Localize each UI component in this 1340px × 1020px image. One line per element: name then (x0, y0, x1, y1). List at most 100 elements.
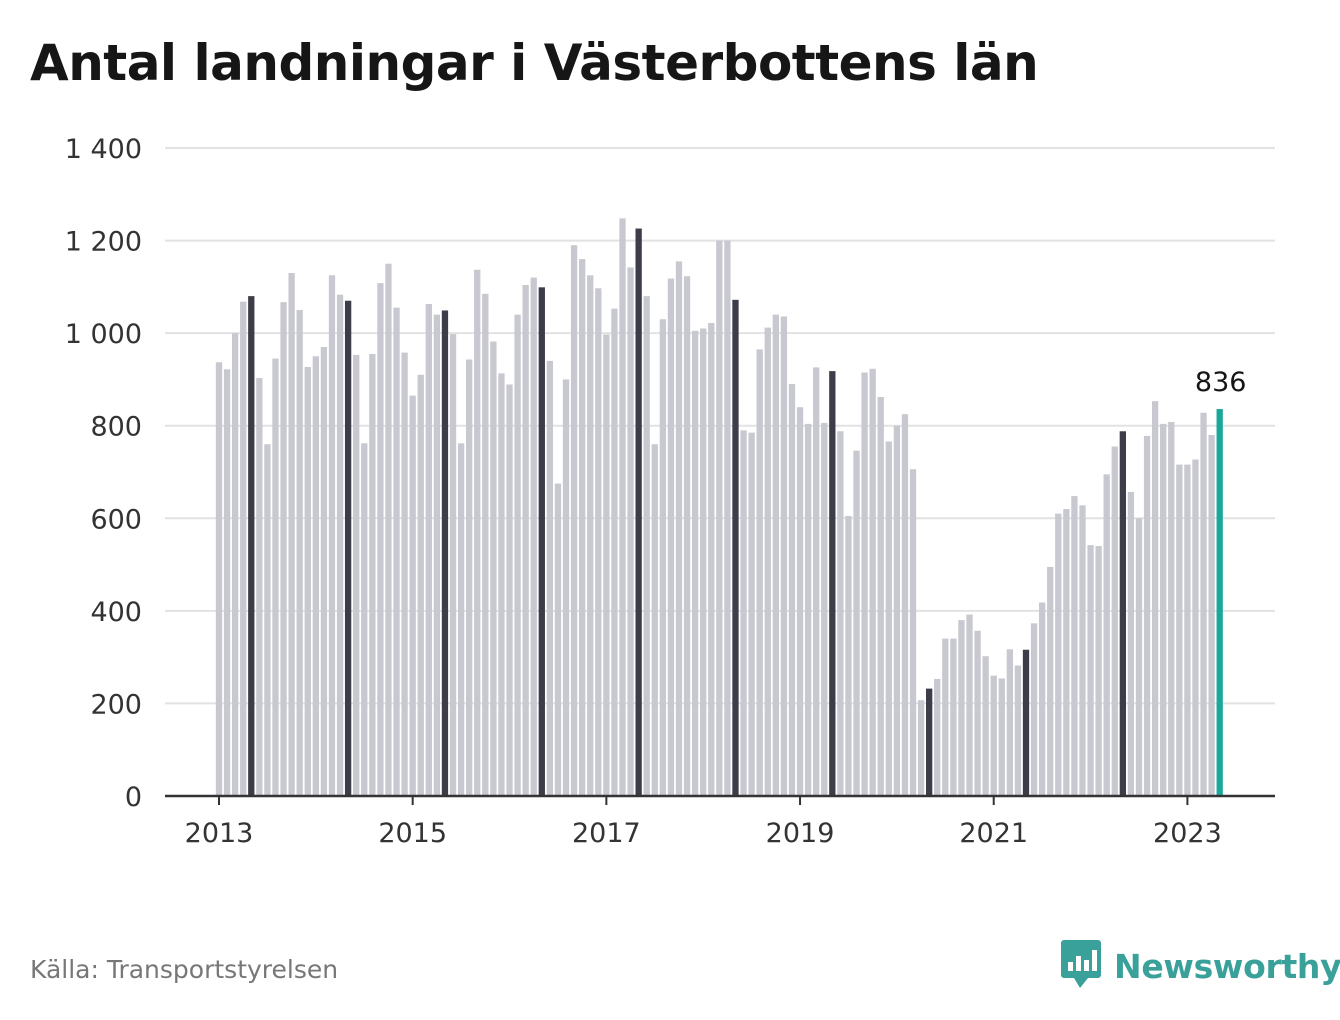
bar (958, 620, 965, 796)
bar (1160, 423, 1167, 796)
bar (982, 656, 989, 796)
bar (804, 423, 812, 796)
bar (530, 277, 537, 797)
bar (1079, 505, 1086, 796)
bar (1087, 545, 1094, 796)
bar (344, 300, 352, 796)
y-tick-label: 0 (125, 782, 142, 813)
bar (926, 688, 933, 796)
bar (861, 372, 868, 796)
bar (401, 352, 408, 796)
bar (990, 675, 997, 796)
bar (821, 422, 828, 796)
bar (667, 278, 675, 796)
bar (716, 240, 723, 797)
bar (942, 638, 949, 796)
bar (385, 263, 392, 796)
bar (1176, 464, 1183, 796)
bar (1071, 496, 1078, 796)
y-tick-label: 200 (90, 689, 142, 720)
bar (393, 307, 400, 796)
bar (425, 303, 432, 796)
bar (1055, 513, 1062, 796)
bar (579, 259, 586, 797)
bar (788, 384, 796, 796)
bar (893, 425, 901, 796)
bar (264, 444, 271, 796)
bar (296, 310, 303, 796)
bar (498, 373, 505, 796)
bar (223, 369, 231, 796)
bar (1168, 422, 1175, 796)
bar (409, 395, 416, 796)
bar (320, 347, 328, 796)
bar (587, 275, 594, 796)
bar (361, 443, 368, 796)
x-tick-label: 2019 (766, 818, 835, 849)
bar (877, 397, 884, 796)
bar (441, 310, 449, 796)
bar (643, 296, 650, 796)
bar (215, 362, 223, 796)
bar (950, 638, 957, 796)
bar (1111, 446, 1118, 796)
bar (248, 296, 255, 796)
bar (474, 269, 481, 796)
bar (377, 283, 384, 796)
bar (756, 349, 763, 796)
bar (595, 288, 602, 796)
bar (724, 240, 731, 797)
bar (917, 700, 925, 796)
bar (562, 379, 570, 796)
bar (1143, 435, 1151, 796)
bar (691, 330, 699, 796)
bar (603, 334, 610, 796)
bar (764, 327, 771, 796)
bar-chart-speech-bubble-icon (1060, 938, 1102, 994)
bar (829, 371, 836, 796)
bar (280, 302, 287, 796)
newsworthy-logo[interactable]: Newsworthy (1060, 940, 1340, 992)
bar (998, 678, 1005, 796)
bar (1063, 509, 1070, 796)
bar (546, 360, 554, 796)
bar (627, 267, 634, 797)
bar (1151, 401, 1159, 796)
bar (780, 316, 788, 796)
bar (482, 293, 489, 796)
bar (1216, 409, 1223, 796)
y-tick-label: 1 000 (65, 319, 142, 350)
bar (457, 443, 465, 796)
bar (1014, 665, 1022, 796)
chart-title: Antal landningar i Västerbottens län (30, 34, 1039, 92)
bar (732, 299, 739, 796)
bar (796, 407, 804, 796)
bar (312, 356, 319, 796)
bar (522, 285, 529, 796)
y-tick-label: 1 400 (65, 134, 142, 165)
bar (772, 314, 779, 796)
bar (417, 374, 424, 796)
bar (449, 334, 457, 796)
bar (651, 444, 658, 796)
bar (328, 275, 336, 796)
bar (304, 366, 311, 796)
source-note: Källa: Transportstyrelsen (30, 955, 339, 984)
bar (369, 353, 376, 796)
x-axis-ticks: 2013 2015 2017 2019 2021 2023 (185, 796, 1222, 849)
bar (659, 319, 666, 796)
bar (909, 469, 917, 796)
bar (869, 368, 876, 796)
bar (353, 354, 360, 796)
bar (466, 359, 473, 796)
annotations: 836 (1195, 367, 1247, 398)
bar (901, 414, 909, 796)
bar (1095, 546, 1102, 796)
bar (1192, 459, 1199, 796)
x-tick-label: 2015 (378, 818, 447, 849)
bar (514, 314, 521, 796)
bar (1038, 602, 1046, 796)
bar (885, 441, 892, 796)
bar (813, 367, 820, 796)
